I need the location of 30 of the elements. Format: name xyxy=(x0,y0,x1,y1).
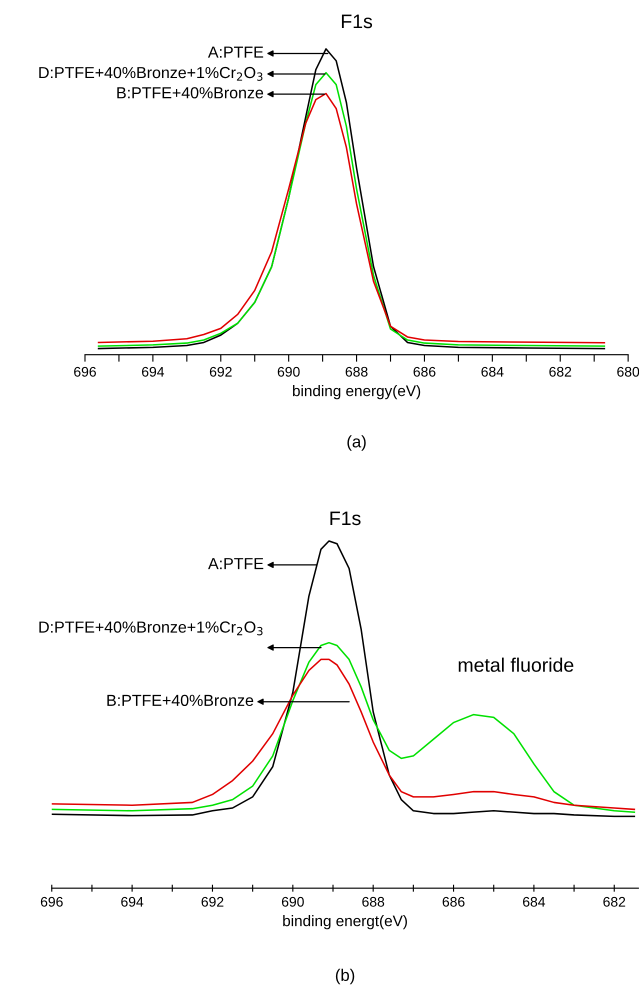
chart-title: F1s xyxy=(342,14,372,28)
chart-title: F1s xyxy=(330,512,361,526)
x-axis-title: binding energy(eV) xyxy=(293,385,420,400)
text: (b) xyxy=(336,968,354,984)
annotation: A:PTFE xyxy=(208,558,264,570)
x-tick-label: 688 xyxy=(346,366,368,377)
x-axis-title: binding energt(eV) xyxy=(283,915,407,930)
annotation: A:PTFE xyxy=(208,46,264,58)
annotation: B:PTFE+40%Bronze xyxy=(107,694,254,706)
x-tick-label: 682 xyxy=(603,896,626,907)
annotation: metal fluoride xyxy=(458,658,574,672)
x-tick-label: 680 xyxy=(617,366,639,377)
x-tick-label: 684 xyxy=(481,366,504,377)
x-tick-label: 686 xyxy=(442,896,465,907)
annotation: D:PTFE+40%Bronze+1%Cr$_{2}$O$_{3}$ xyxy=(39,621,263,636)
x-tick-label: 686 xyxy=(414,366,436,377)
x-tick-label: 694 xyxy=(121,896,144,907)
annotation: D:PTFE+40%Bronze+1%Cr$_{2}$O$_{3}$ xyxy=(39,66,262,81)
x-tick-label: 696 xyxy=(74,366,96,377)
x-tick-label: 692 xyxy=(210,366,232,377)
x-tick-label: 694 xyxy=(142,366,164,377)
x-tick-label: 692 xyxy=(202,896,224,907)
annotation: B:PTFE+40%Bronze xyxy=(117,87,264,98)
x-tick-label: 688 xyxy=(362,896,384,907)
x-tick-label: 696 xyxy=(40,896,63,907)
x-tick-label: 690 xyxy=(282,896,304,907)
text: (a) xyxy=(347,435,366,451)
x-tick-label: 690 xyxy=(278,366,300,377)
x-tick-label: 684 xyxy=(523,896,546,907)
x-tick-label: 682 xyxy=(549,366,572,377)
